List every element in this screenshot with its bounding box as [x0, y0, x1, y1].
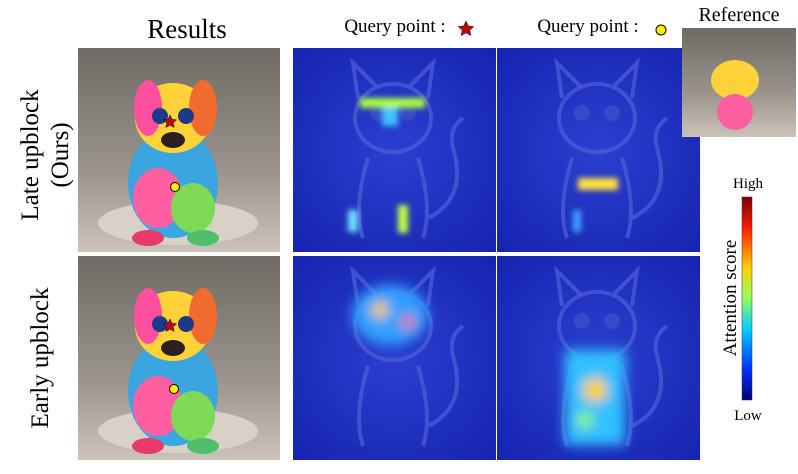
attention-map: [495, 46, 702, 254]
heat: [573, 178, 618, 232]
row-label: Late upblock: [17, 89, 44, 221]
results-title: Results: [147, 14, 227, 44]
colorbar-low: Low: [734, 408, 762, 424]
colorbar-high: High: [733, 176, 764, 192]
reference-title: Reference: [698, 4, 779, 26]
heat: [352, 285, 428, 345]
row-sublabel: (Ours): [47, 122, 74, 187]
query-star: [162, 114, 178, 128]
heat: [565, 350, 625, 445]
query-circle: [169, 384, 179, 394]
heat: [348, 98, 425, 233]
colorbar: [741, 196, 753, 401]
colorbar-title: Attention score: [720, 240, 741, 357]
reference-image: [717, 94, 753, 130]
star-icon: [457, 20, 475, 37]
query-star: [162, 318, 178, 332]
attention-map: [291, 46, 498, 254]
query-label: Query point :: [344, 16, 445, 37]
circle-icon: [655, 24, 667, 36]
row-label: Early upblock: [27, 287, 54, 428]
reference-image: [711, 60, 759, 100]
query-label: Query point :: [537, 16, 638, 37]
result-image: [78, 256, 280, 460]
query-circle: [170, 182, 180, 192]
result-image: [78, 48, 280, 252]
